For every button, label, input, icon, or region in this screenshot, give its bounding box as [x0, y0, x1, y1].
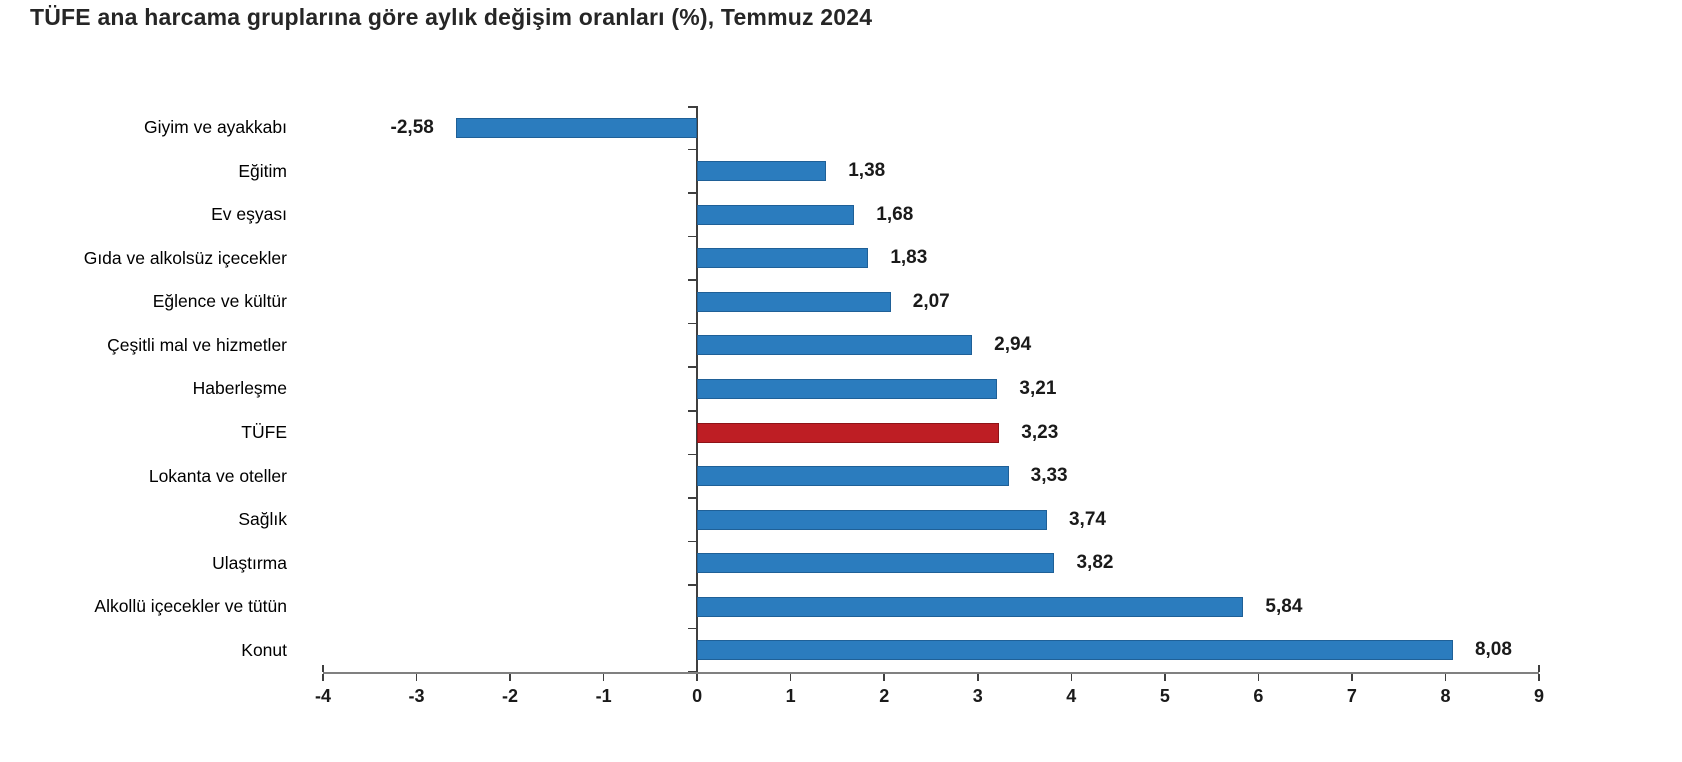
- category-label: Eğitim: [238, 160, 287, 181]
- x-axis-tick-label: -1: [595, 686, 612, 706]
- bar-value-label: -2,58: [390, 116, 434, 138]
- category-tick: [688, 584, 698, 586]
- category-label: Giyim ve ayakkabı: [144, 117, 287, 138]
- bar: [697, 596, 1244, 617]
- category-label: Haberleşme: [192, 378, 287, 399]
- plot-area: -2,58 1,38 1,68 1,83 2,07 2,94 3,21 3,23 3,33 3,7…: [323, 106, 1539, 672]
- category-tick: [688, 627, 698, 630]
- category-label: Konut: [241, 639, 287, 660]
- x-axis-tick: [789, 674, 792, 681]
- bar-value-label: 2,07: [912, 290, 950, 312]
- bar: [697, 466, 1009, 487]
- x-axis-tick-label: -3: [408, 686, 425, 706]
- bar: [455, 117, 698, 138]
- category-tick: [688, 366, 698, 368]
- x-axis-tick-label: -2: [502, 686, 519, 706]
- category-label: Sağlık: [238, 509, 287, 530]
- x-axis: -4 -3 -2 -1 0 1 2 3 4 5 6 7 8 9: [315, 665, 1544, 722]
- x-axis-tick: [1538, 674, 1540, 681]
- x-axis-tick-label: 7: [1346, 686, 1357, 706]
- category-tick: [688, 192, 698, 194]
- bar-value-label: 1,38: [848, 160, 886, 182]
- x-axis-tick: [1257, 674, 1260, 681]
- bar-value-label: 1,83: [890, 247, 928, 269]
- bar: [697, 509, 1047, 530]
- x-axis-tick: [977, 674, 979, 681]
- category-label: Lokanta ve oteller: [148, 465, 287, 486]
- bar-tufe-highlighted: [697, 422, 1000, 443]
- x-axis-tick-label: 5: [1159, 686, 1170, 706]
- x-axis-end-tick: [1538, 665, 1540, 672]
- bar-value-label: 3,21: [1019, 377, 1057, 399]
- category-tick: [688, 497, 698, 499]
- category-tick: [688, 540, 698, 543]
- category-tick: [688, 106, 698, 108]
- bar: [697, 640, 1453, 661]
- category-tick: [688, 453, 698, 456]
- x-axis-tick: [415, 674, 418, 681]
- x-axis-tick: [322, 674, 324, 681]
- category-tick: [688, 148, 698, 151]
- x-axis-tick: [602, 674, 605, 681]
- category-tick: [688, 279, 698, 281]
- category-label: TÜFE: [241, 422, 287, 443]
- x-axis-tick-label: 6: [1253, 686, 1264, 706]
- x-axis-tick-label: 9: [1533, 686, 1544, 706]
- bar: [697, 553, 1055, 574]
- x-axis-tick: [1164, 674, 1166, 681]
- x-axis-tick-label: 2: [879, 686, 890, 706]
- category-tick: [688, 670, 698, 672]
- category-label: Eğlence ve kültür: [152, 291, 287, 312]
- bar-value-label: 3,23: [1021, 421, 1059, 443]
- x-axis-tick: [696, 674, 698, 681]
- category-label: Çeşitli mal ve hizmetler: [107, 334, 287, 355]
- bar: [697, 248, 869, 269]
- category-label: Gıda ve alkolsüz içecekler: [83, 247, 287, 268]
- x-axis-tick: [883, 674, 885, 681]
- bar-value-label: 3,74: [1068, 508, 1106, 530]
- bar: [697, 335, 973, 356]
- chart-title: TÜFE ana harcama gruplarına göre aylık d…: [30, 4, 873, 30]
- category-label: Ev eşyası: [211, 204, 287, 225]
- bar-value-label: 2,94: [994, 334, 1032, 356]
- x-axis-tick: [1070, 674, 1073, 681]
- x-axis-tick-label: -4: [314, 686, 331, 706]
- x-axis-tick-label: 3: [972, 686, 983, 706]
- category-tick: [688, 322, 698, 325]
- bar-value-label: 3,33: [1030, 465, 1068, 487]
- bar-value-label: 1,68: [876, 203, 914, 225]
- bar: [697, 204, 855, 225]
- category-label: Ulaştırma: [212, 552, 287, 573]
- bar: [697, 291, 891, 312]
- x-axis-tick: [1351, 674, 1353, 681]
- category-axis-labels: Giyim ve ayakkabı Eğitim Ev eşyası Gıda ve …: [0, 106, 300, 672]
- x-axis-tick: [1444, 674, 1447, 681]
- x-axis-tick-label: 0: [692, 686, 703, 706]
- x-axis-tick: [509, 674, 511, 681]
- x-axis-end-tick: [322, 665, 324, 672]
- category-tick: [688, 235, 698, 238]
- x-axis-tick-label: 4: [1066, 686, 1077, 706]
- x-axis-line: [323, 672, 1539, 674]
- bar: [697, 161, 827, 182]
- bar: [697, 379, 998, 399]
- x-axis-tick-label: 1: [785, 686, 796, 706]
- category-tick: [688, 410, 698, 412]
- bar-value-label: 8,08: [1474, 639, 1512, 661]
- bar-value-label: 5,84: [1265, 595, 1303, 617]
- category-label: Alkollü içecekler ve tütün: [94, 596, 287, 617]
- x-axis-tick-label: 8: [1440, 686, 1451, 706]
- bar-value-label: 3,82: [1076, 552, 1114, 574]
